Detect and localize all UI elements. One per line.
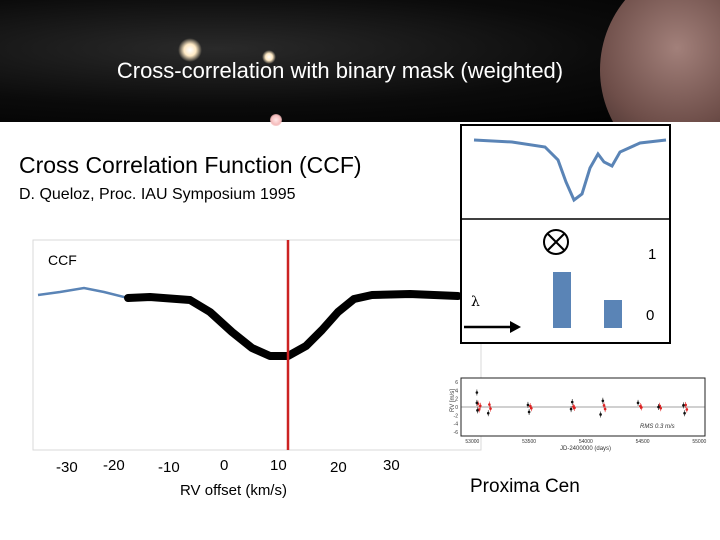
rv-point-black <box>599 413 602 416</box>
rv-point-black <box>570 400 574 404</box>
mask-level-high: 1 <box>648 246 657 263</box>
rv-y-tick: -4 <box>454 422 459 428</box>
rv-point-red <box>684 403 688 407</box>
tick-label: 0 <box>220 457 229 474</box>
rv-point-black <box>682 404 685 407</box>
rv-point-black <box>527 410 531 414</box>
rv-ylabel: RV [m/s] <box>450 389 456 412</box>
banner-title: Cross-correlation with binary mask (weig… <box>116 58 564 83</box>
rv-point-black <box>683 411 686 415</box>
rv-y-tick: 0 <box>455 405 458 411</box>
rv-point-black <box>475 401 479 405</box>
rv-point-red <box>602 404 606 407</box>
rv-y-tick: 6 <box>455 380 458 386</box>
otimes-symbol <box>543 229 569 255</box>
mask-bar <box>604 300 622 328</box>
ccf-plot-frame <box>32 239 482 451</box>
tick-label: 10 <box>270 457 287 474</box>
rv-x-tick: 53500 <box>522 439 536 445</box>
rv-point-red <box>528 404 532 408</box>
spectrum-curve <box>473 138 667 203</box>
rv-x-tick: 53000 <box>465 439 479 445</box>
rv-point-black <box>476 409 479 412</box>
tick-label: -20 <box>103 457 125 474</box>
rv-point-black <box>569 407 573 411</box>
rv-point-red <box>685 408 689 411</box>
rv-point-red <box>603 407 607 411</box>
star-dot <box>270 114 282 126</box>
rv-caption: Proxima Cen <box>470 476 580 497</box>
star-glow <box>262 50 276 64</box>
rv-point-red <box>478 404 482 408</box>
rv-point-red <box>573 406 576 410</box>
lambda-label: λ <box>471 294 480 310</box>
tick-label: -10 <box>158 459 180 476</box>
star-glow <box>178 38 202 62</box>
rv-point-red <box>530 406 533 410</box>
planet-image <box>600 0 720 122</box>
rv-x-tick: 55000 <box>692 439 706 445</box>
rv-point-black <box>475 391 479 394</box>
rv-data-points <box>475 389 689 418</box>
rv-x-tick: 54500 <box>636 439 650 445</box>
rms-label: RMS 0.3 m/s <box>640 424 675 430</box>
rv-point-black <box>636 401 640 405</box>
rv-y-tick: 4 <box>455 388 458 394</box>
x-axis-title: RV offset (km/s) <box>180 482 287 499</box>
rv-point-black <box>526 403 530 407</box>
tick-label: 30 <box>383 457 400 474</box>
slide-title: Cross Correlation Function (CCF) <box>19 152 362 178</box>
rv-point-black <box>601 399 605 403</box>
otimes-cross <box>547 233 565 251</box>
arrow-head <box>510 321 521 333</box>
rv-point-red <box>489 407 492 410</box>
rv-y-tick: 2 <box>455 397 458 403</box>
rv-y-tick: -2 <box>454 413 459 419</box>
tick-label: 20 <box>330 459 347 476</box>
rv-xlabel: JD-2400000 (days) <box>560 446 611 452</box>
tick-label: -30 <box>56 459 78 476</box>
reference-citation: D. Queloz, Proc. IAU Symposium 1995 <box>19 186 296 203</box>
rv-point-black <box>657 405 660 409</box>
mask-bar <box>553 272 571 328</box>
ccf-label: CCF <box>48 252 77 268</box>
header-banner: Cross-correlation with binary mask (weig… <box>0 0 720 122</box>
rv-point-red <box>659 406 663 410</box>
rv-point-red <box>640 406 643 409</box>
rv-point-red <box>488 403 491 406</box>
rv-point-black <box>486 411 490 415</box>
mask-level-low: 0 <box>646 307 655 324</box>
rv-x-tick: 54000 <box>579 439 593 445</box>
rv-y-tick: -6 <box>454 430 459 436</box>
